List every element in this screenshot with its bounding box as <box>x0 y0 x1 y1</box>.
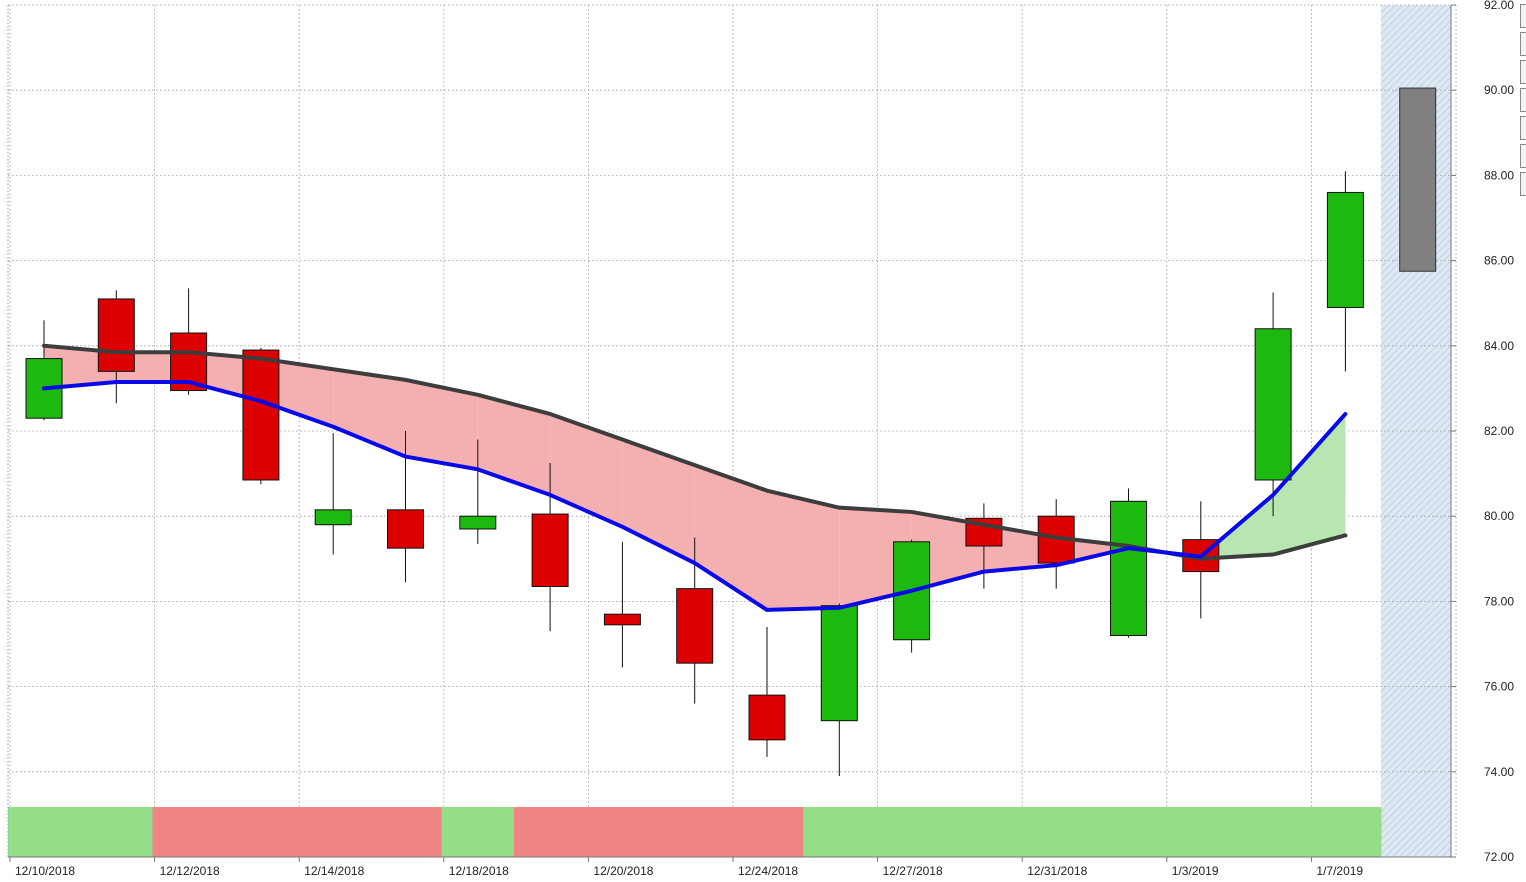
y-tick-label: 82.00 <box>1484 424 1514 438</box>
ma-band-segment <box>1273 413 1346 555</box>
y-tick-label: 88.00 <box>1484 168 1514 182</box>
y-tick-label: 74.00 <box>1484 765 1514 779</box>
x-tick-label: 12/24/2018 <box>738 864 798 878</box>
signal-bar-segment <box>513 807 587 857</box>
signal-bar-segment <box>586 807 660 857</box>
fast-ma-line <box>42 380 1348 612</box>
candle-down <box>676 588 714 664</box>
x-tick-label: 12/10/2018 <box>15 864 75 878</box>
candle-up <box>1326 191 1364 308</box>
signal-bar-segment <box>1236 807 1310 857</box>
y-tick-label: 78.00 <box>1484 594 1514 608</box>
signal-bar-segment <box>875 807 949 857</box>
y-tick-label: 90.00 <box>1484 83 1514 97</box>
x-tick-label: 12/27/2018 <box>883 864 943 878</box>
signal-bar-segment <box>8 807 81 857</box>
scroll-control[interactable] <box>1520 60 1526 84</box>
candle-up <box>820 605 858 722</box>
signal-bar-segment <box>297 807 370 857</box>
x-tick-label: 12/14/2018 <box>304 864 364 878</box>
candle-down <box>242 349 280 481</box>
y-tick-label: 76.00 <box>1484 680 1514 694</box>
y-tick-label: 86.00 <box>1484 254 1514 268</box>
signal-bar-segment <box>152 807 226 857</box>
signal-bar-segment <box>947 807 1021 857</box>
ma-band-segment <box>622 439 695 564</box>
signal-bar-segment <box>1020 807 1093 857</box>
y-tick-label: 72.00 <box>1484 850 1514 864</box>
candle-up <box>314 509 352 526</box>
ma-band-segment <box>333 369 406 457</box>
x-tick-label: 1/3/2019 <box>1172 864 1219 878</box>
x-tick-label: 12/12/2018 <box>160 864 220 878</box>
candle-down <box>387 509 424 549</box>
scroll-control[interactable] <box>1520 116 1526 140</box>
candle-up <box>1110 500 1147 636</box>
signal-bar-segment <box>1309 807 1382 857</box>
candle-down <box>603 613 641 626</box>
y-tick-label: 80.00 <box>1484 509 1514 523</box>
candle-up <box>459 515 497 530</box>
y-tick-label: 84.00 <box>1484 339 1514 353</box>
signal-bar-segment <box>1092 807 1166 857</box>
ma-band-segment <box>550 413 623 527</box>
candle-down <box>97 298 135 372</box>
slow-ma-line <box>42 343 1348 561</box>
ma-band-segment <box>405 379 478 470</box>
ma-band-segment <box>477 394 551 495</box>
signal-bar-segment <box>803 807 876 857</box>
projected-bar <box>1399 87 1437 272</box>
x-tick-label: 12/31/2018 <box>1027 864 1087 878</box>
signal-bar-segment <box>80 807 153 857</box>
x-tick-label: 12/18/2018 <box>449 864 509 878</box>
signal-bar-segment <box>1164 807 1238 857</box>
scroll-control[interactable] <box>1520 88 1526 112</box>
y-tick-label: 92.00 <box>1484 0 1514 12</box>
signal-bar-segment <box>730 807 804 857</box>
scroll-control[interactable] <box>1520 32 1526 56</box>
x-tick-label: 1/7/2019 <box>1316 864 1363 878</box>
ma-band-segment <box>767 490 840 610</box>
signal-bar-segment <box>369 807 443 857</box>
candle-down <box>531 513 569 587</box>
signal-bar-segment <box>224 807 298 857</box>
candle-up <box>1254 328 1292 481</box>
scroll-control[interactable] <box>1520 4 1526 28</box>
candle-down <box>748 694 786 741</box>
scroll-control[interactable] <box>1520 144 1526 168</box>
scroll-control[interactable] <box>1520 172 1526 196</box>
signal-bar-segment <box>658 807 732 857</box>
signal-bar-segment <box>441 807 515 857</box>
x-tick-label: 12/20/2018 <box>593 864 653 878</box>
